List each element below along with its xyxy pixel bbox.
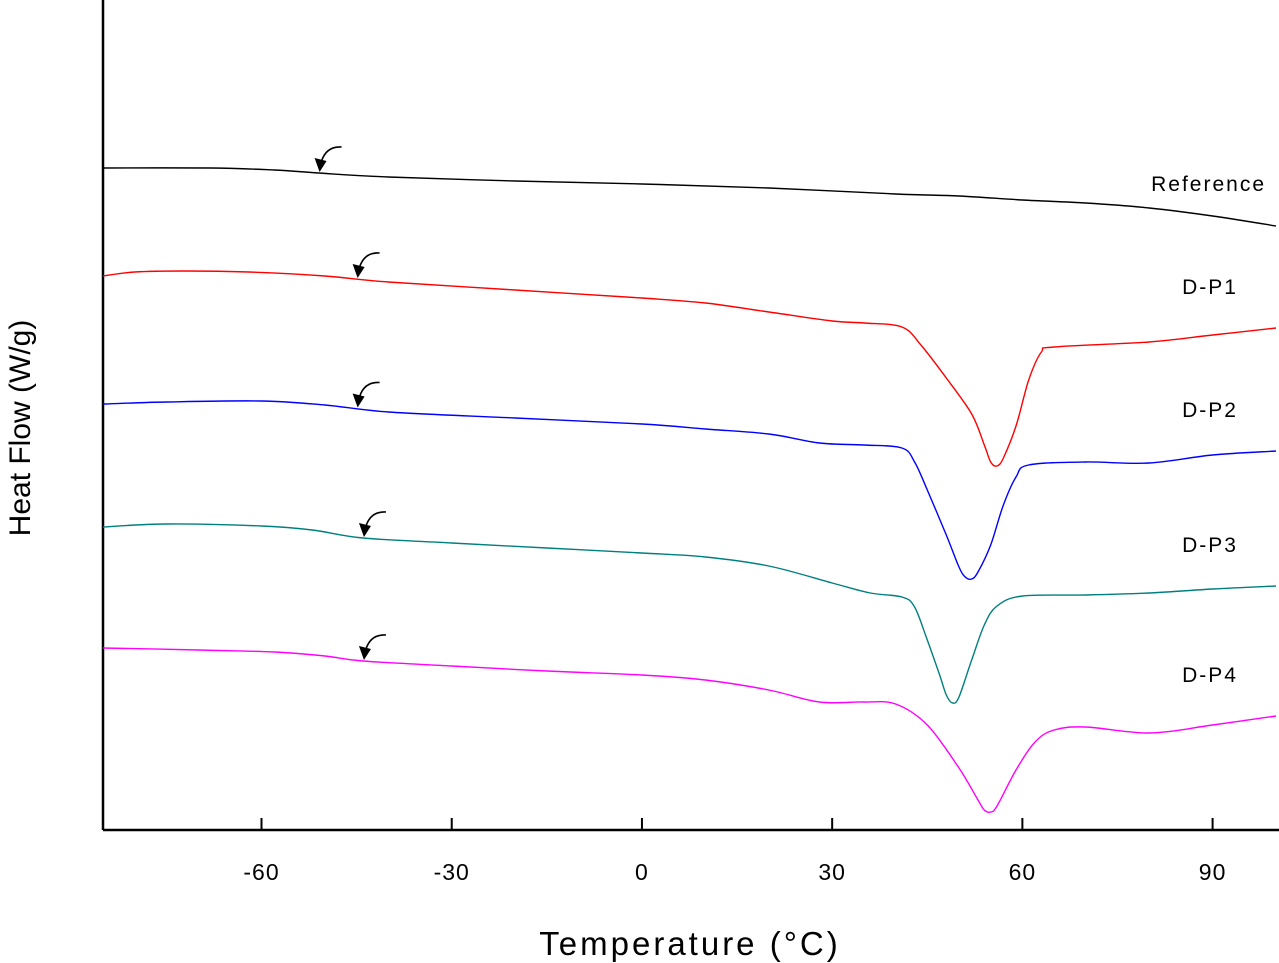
tg-arrows [314,146,387,660]
series-label-reference: Reference [1151,173,1266,196]
curved-arrow-icon [352,381,380,408]
series-line-d-p3 [102,523,1277,704]
x-tick-label: 0 [635,859,649,885]
series-label-d-p4: D-P4 [1182,664,1238,687]
series-line-d-p4 [102,647,1277,813]
x-tick-label: 90 [1199,859,1227,885]
x-tick-label: -30 [434,859,470,885]
series-label-d-p1: D-P1 [1182,276,1238,299]
x-ticks: -60 -30 0 30 60 90 [243,818,1227,885]
series-label-d-p2: D-P2 [1182,399,1238,422]
series-label-d-p3: D-P3 [1182,534,1238,557]
series-line-d-p1 [102,270,1277,467]
x-axis-title: Temperature (°C) [539,925,840,962]
curved-arrow-icon [358,511,387,537]
curved-arrow-icon [314,146,342,172]
y-axis-title: Heat Flow (W/g) [4,320,37,537]
series-layer [102,167,1277,813]
x-tick-label: 60 [1009,859,1037,885]
plot-frame [101,0,1279,832]
series-line-reference [102,167,1277,227]
series-line-d-p2 [102,400,1277,581]
x-tick-label: -60 [243,859,279,885]
curved-arrow-icon [358,634,387,660]
curved-arrow-icon [352,252,380,278]
series-labels: Reference D-P1 D-P2 D-P3 D-P4 [1151,173,1266,687]
x-tick-label: 30 [818,859,846,885]
